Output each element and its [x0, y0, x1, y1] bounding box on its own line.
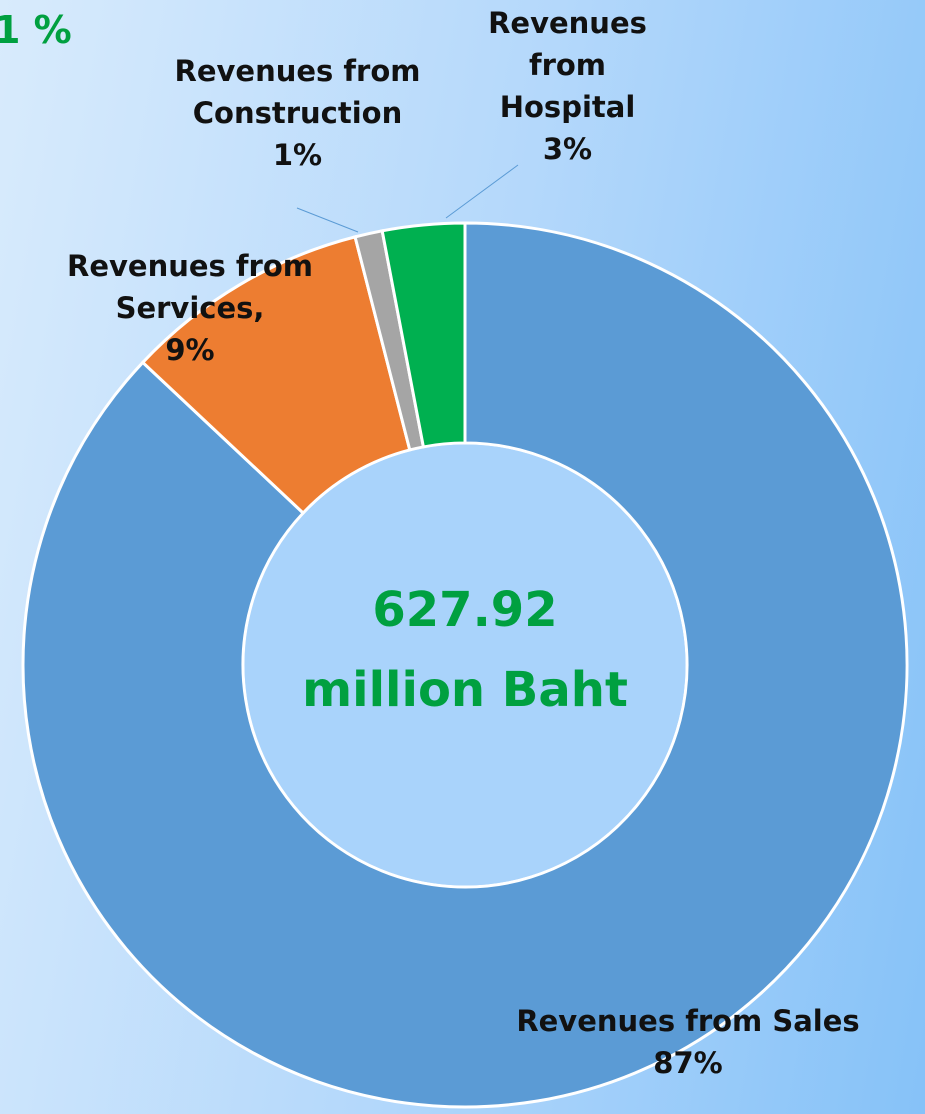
- slice-label: Revenues from Construction: [174, 54, 421, 130]
- center-unit: million Baht: [302, 662, 628, 718]
- leader-line: [445, 164, 519, 219]
- annotation: 1 %: [0, 8, 72, 52]
- donut-hole: [244, 444, 686, 886]
- donut-slice: [380, 221, 467, 449]
- slice-label: Revenues from Hospital: [488, 6, 647, 124]
- slice-value-label: 1%: [272, 138, 323, 172]
- slice-label: Revenues from Sales: [516, 1004, 860, 1038]
- center-value: 627.92: [372, 582, 558, 638]
- leader-line: [296, 207, 359, 233]
- slice-value-label: 3%: [542, 132, 593, 166]
- slice-value-label: 9%: [165, 333, 215, 367]
- donut-slice: [21, 221, 909, 1109]
- slice-label: Revenues from Services,: [67, 249, 313, 325]
- slice-value-label: 87%: [653, 1046, 723, 1080]
